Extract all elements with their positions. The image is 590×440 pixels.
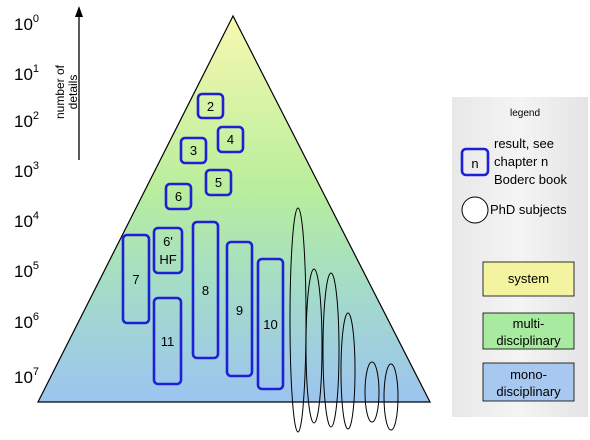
- legend-result-line2: chapter n: [494, 154, 548, 169]
- legend-result-box: [460, 147, 490, 177]
- legend-multi-line1: multi-: [513, 316, 545, 331]
- axis-title-line2: details: [66, 75, 80, 110]
- axis-label-6: 106: [14, 311, 39, 332]
- axis-label-1: 101: [14, 63, 39, 84]
- legend-phd-label: PhD subjects: [490, 202, 567, 217]
- result-box-10: [256, 257, 285, 391]
- phd-ellipses: [289, 207, 399, 433]
- axis-label-0: 100: [14, 13, 39, 34]
- box-label-hf: HF: [159, 252, 176, 267]
- box-label-10: 10: [263, 317, 277, 332]
- phd-ellipse-6: [383, 363, 399, 431]
- legend-system-swatch: [482, 261, 575, 297]
- box-label-6: 6: [175, 189, 182, 204]
- box-label-11: 11: [161, 334, 175, 349]
- legend-system-label: system: [508, 271, 549, 286]
- result-box-2: [196, 92, 225, 120]
- axis-title-line1: number of: [53, 64, 67, 119]
- phd-ellipse-2: [305, 268, 323, 424]
- box-label-5: 5: [215, 175, 222, 190]
- legend-mono-swatch: [482, 362, 575, 402]
- legend-result-line1: result, see: [494, 136, 554, 151]
- result-box-6: [164, 182, 193, 211]
- axis-label-3: 103: [14, 160, 39, 181]
- legend-multi-swatch: [482, 312, 575, 350]
- result-box-7: [121, 233, 151, 325]
- result-box-6-hf: [152, 226, 184, 275]
- box-label-8: 8: [202, 283, 209, 298]
- result-box-5: [204, 168, 233, 197]
- phd-ellipse-5: [364, 361, 380, 423]
- result-box-3: [179, 136, 208, 165]
- axis-label-7: 107: [14, 366, 39, 387]
- box-label-2: 2: [207, 99, 214, 114]
- legend-mono-line1: mono-: [510, 367, 547, 382]
- legend-result-line3: Boderc book: [494, 172, 567, 187]
- result-box-9: [225, 240, 254, 378]
- result-box-labels: 2 4 3 5 6 6' HF 7 8 9 10 11: [132, 99, 277, 349]
- axis-label-2: 102: [14, 110, 39, 131]
- legend-phd-ellipse: [461, 196, 489, 224]
- box-label-7: 7: [132, 272, 139, 287]
- detail-triangle: [37, 14, 431, 403]
- legend-panel: legend n result, see chapter n Boderc bo…: [452, 97, 588, 417]
- axis-arrow: [75, 6, 83, 160]
- box-label-9: 9: [236, 303, 243, 318]
- axis-label-5: 105: [14, 260, 39, 281]
- axis-label-4: 104: [14, 210, 39, 231]
- legend-mono-line2: disciplinary: [496, 384, 561, 399]
- box-label-6prime: 6': [163, 234, 173, 249]
- legend-title: legend: [510, 108, 540, 119]
- result-box-8: [191, 220, 220, 360]
- legend-result-key: n: [471, 156, 478, 171]
- box-label-4: 4: [227, 132, 234, 147]
- y-axis-labels: 100 101 102 103 104 105 106 107: [14, 13, 39, 387]
- result-box-4: [216, 125, 245, 154]
- result-boxes: [121, 92, 285, 391]
- phd-ellipse-4: [340, 312, 356, 430]
- result-box-11: [152, 296, 183, 386]
- box-label-3: 3: [190, 143, 197, 158]
- legend-multi-line2: disciplinary: [496, 333, 561, 348]
- phd-ellipse-3: [322, 272, 340, 428]
